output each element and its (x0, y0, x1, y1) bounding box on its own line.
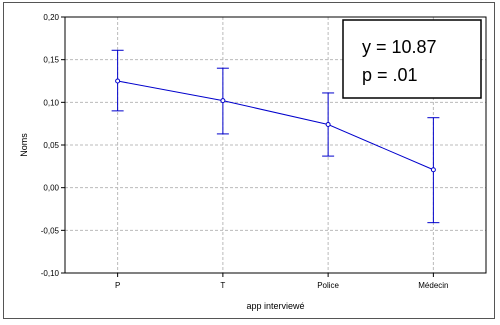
data-point (220, 98, 226, 104)
x-tick-label: Médecin (418, 281, 448, 290)
y-axis-ticks: 0,20 0,15 0,10 0,05 0,00 -0,05 -0,10 (41, 13, 65, 278)
data-point (325, 122, 331, 128)
y-axis-label: Noms (19, 133, 29, 157)
stats-annotation: y = 10.87 p = .01 (342, 19, 482, 99)
y-tick-label: 0,00 (43, 184, 59, 193)
stats-annotation-box (342, 19, 482, 99)
series-line (117, 80, 434, 171)
x-axis-ticks: P T Police Médecin (115, 273, 449, 290)
data-point (430, 167, 436, 173)
x-axis-label: app interviewé (246, 301, 304, 311)
stats-annotation-line1: y = 10.87 (362, 37, 437, 57)
x-tick-label: T (220, 281, 225, 290)
data-point (115, 78, 121, 84)
series-layer (111, 49, 440, 224)
x-tick-label: P (115, 281, 120, 290)
y-tick-label: -0,10 (41, 269, 60, 278)
chart-frame (3, 2, 495, 319)
y-tick-label: -0,05 (41, 226, 60, 235)
y-tick-label: 0,20 (43, 13, 59, 22)
y-tick-label: 0,15 (43, 56, 59, 65)
stats-annotation-line2: p = .01 (362, 65, 418, 85)
y-tick-label: 0,10 (43, 98, 59, 107)
x-tick-label: Police (317, 281, 339, 290)
y-tick-label: 0,05 (43, 141, 59, 150)
